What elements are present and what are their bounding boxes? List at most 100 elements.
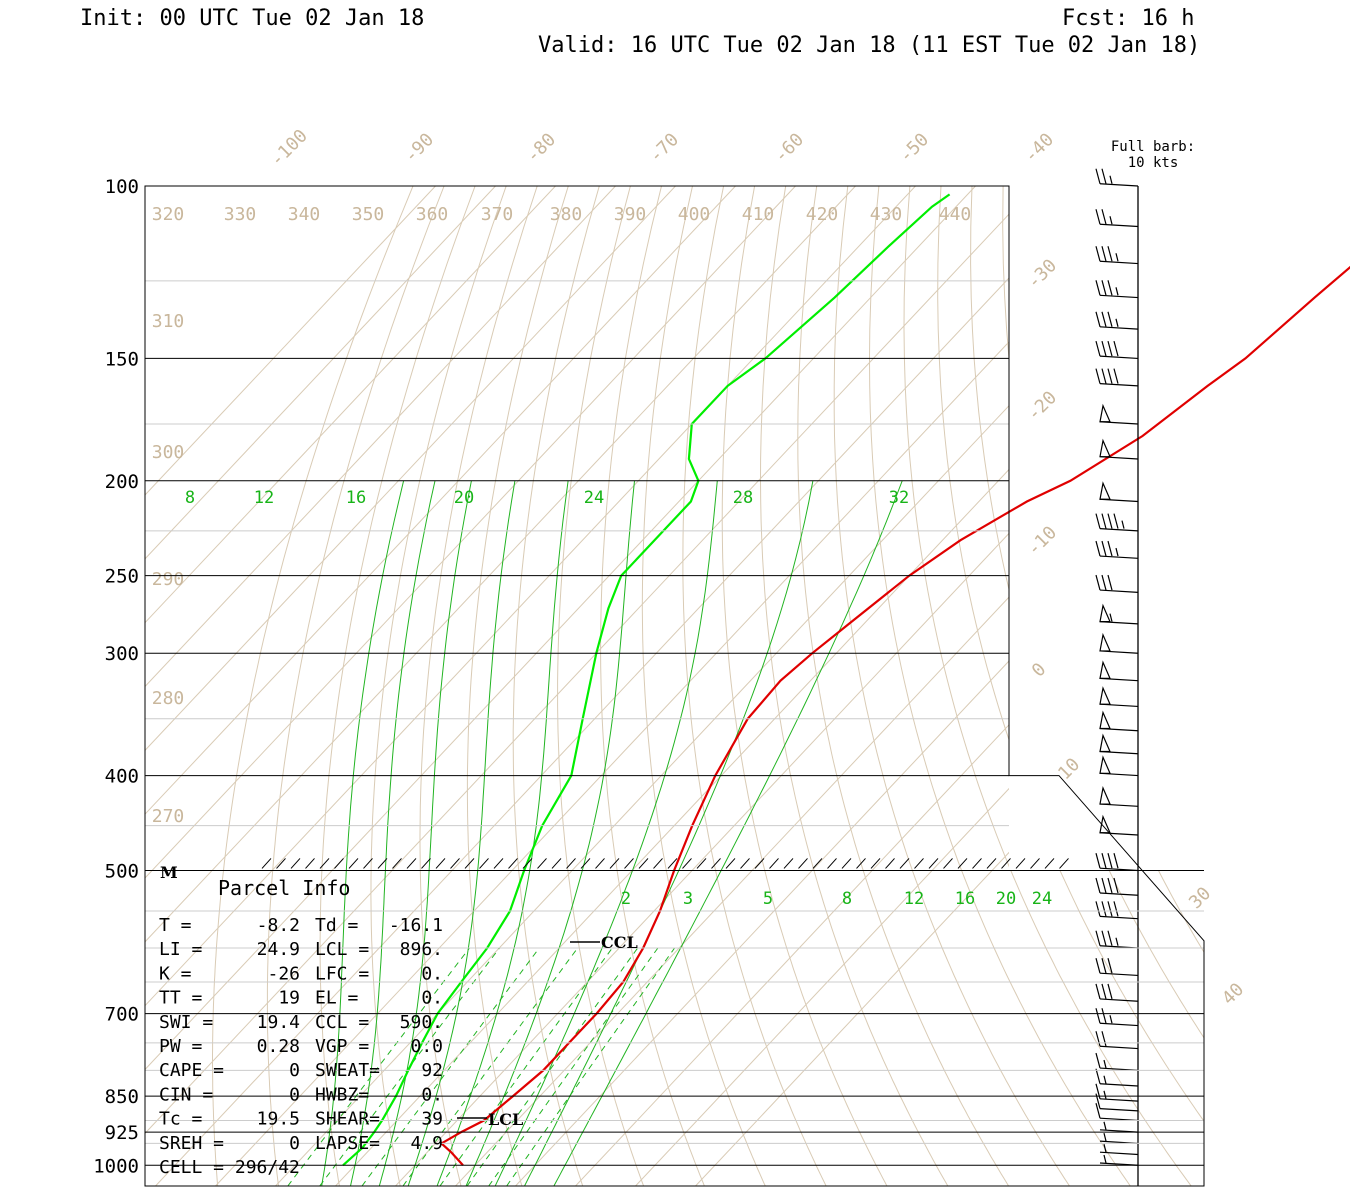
- mixing-ratio-label: 24: [1032, 889, 1052, 909]
- pressure-tick-label: 400: [105, 766, 139, 788]
- mixing-ratio-label: 3: [683, 889, 693, 909]
- hatch-mark: [464, 858, 475, 869]
- isotherm-label: -90: [400, 129, 438, 167]
- parcel-info-key: LAPSE=: [315, 1133, 380, 1154]
- barb-half: [1109, 613, 1113, 622]
- dry-adiabat: [764, 870, 888, 1186]
- hatch-mark: [943, 858, 953, 869]
- lower-grid: [0, 186, 1204, 1186]
- dry-adiabat: [1108, 870, 1204, 1039]
- barb-full: [1101, 930, 1107, 946]
- barb-flag: [1099, 481, 1111, 500]
- barb-full: [1113, 853, 1119, 869]
- wind-barb: [1095, 1052, 1139, 1071]
- temperature-profile: [439, 265, 1350, 1167]
- barb-staff: [1099, 527, 1139, 532]
- isotherm: [571, 404, 1009, 870]
- dry-adiabat: [321, 186, 476, 870]
- parcel-info-cell: CELL = 296/42: [159, 1157, 300, 1178]
- hatch-mark: [537, 858, 547, 869]
- mixing-ratio-label: 2: [621, 889, 631, 909]
- barb-full: [1101, 246, 1107, 262]
- isotherm: [0, 186, 615, 1186]
- wind-barb: [1095, 877, 1139, 896]
- dry-adiabat: [223, 186, 414, 870]
- barb-flag: [1099, 632, 1111, 652]
- barb-flag: [1099, 710, 1111, 730]
- barb-half: [1103, 1075, 1107, 1084]
- barb-full: [1113, 877, 1119, 894]
- dry-adiabat: [319, 870, 340, 1186]
- dry-adiabat: [370, 186, 507, 870]
- dry-adiabat: [1010, 870, 1192, 1186]
- wind-barb: [1099, 786, 1139, 807]
- barb-flag: [1099, 438, 1111, 458]
- barb-full: [1107, 983, 1113, 1000]
- parcel-info-key: LCL =: [315, 939, 369, 960]
- barb-full: [1101, 280, 1107, 296]
- mixing-ratio-line: [466, 947, 639, 1186]
- barb-full: [1101, 877, 1107, 894]
- parcel-info-value: 0: [289, 1084, 300, 1105]
- barb-legend-title: Full barb:: [1111, 139, 1195, 155]
- barb-half: [1103, 1121, 1107, 1130]
- mixing-ratio-label: 8: [185, 488, 195, 508]
- wind-barb: [1095, 930, 1139, 949]
- barb-flag: [1099, 686, 1111, 705]
- isotherm: [391, 213, 1009, 870]
- wind-barb: [1095, 1083, 1139, 1102]
- barb-flag: [1099, 660, 1111, 679]
- pressure-tick-label: 100: [105, 176, 139, 198]
- isotherm-label: -60: [770, 129, 808, 167]
- hatch-mark: [566, 858, 576, 869]
- pressure-tick-label: 200: [105, 471, 139, 493]
- wind-barb: [1095, 246, 1139, 265]
- barb-half: [1103, 1090, 1107, 1099]
- wind-barb: [1095, 1031, 1139, 1050]
- hatch-mark: [986, 858, 997, 869]
- dry-adiabat: [272, 186, 445, 870]
- isotherm-label: -50: [895, 129, 933, 167]
- hatch-mark: [406, 858, 417, 869]
- isotherm: [151, 186, 796, 870]
- mixing-ratio-line: [361, 947, 540, 1186]
- parcel-info-value: -8.2: [257, 915, 300, 936]
- barb-full: [1107, 540, 1113, 557]
- barb-flag: [1099, 733, 1111, 753]
- theta-label: 310: [152, 311, 185, 332]
- upper-grid: [145, 186, 1009, 870]
- hatch-mark: [508, 858, 518, 869]
- barb-flag: [1099, 755, 1111, 774]
- barb-full: [1095, 958, 1101, 974]
- hatch-mark: [261, 858, 272, 869]
- hatch-mark: [928, 858, 939, 869]
- dry-adiabat: [665, 870, 766, 1186]
- isotherm: [395, 870, 694, 1186]
- hatch-mark: [276, 858, 286, 869]
- barb-half: [1103, 1133, 1107, 1142]
- hatch-mark: [783, 858, 794, 869]
- dry-adiabat: [419, 870, 462, 1186]
- isotherm-label: 30: [1185, 883, 1215, 913]
- barb-full: [1095, 311, 1101, 327]
- barb-full: [1095, 540, 1101, 557]
- hatch-mark: [551, 858, 562, 869]
- hatch-mark: [754, 858, 765, 869]
- wind-barb: [1099, 733, 1139, 755]
- barb-full: [1095, 209, 1101, 225]
- isotherm: [991, 851, 1009, 870]
- parcel-info-key: Tc =: [159, 1109, 203, 1130]
- dry-adiabat: [868, 186, 962, 870]
- wind-barb: [1095, 574, 1139, 593]
- moist-adiabat: [720, 480, 903, 870]
- pressure-tick-label: 925: [105, 1122, 139, 1144]
- barb-staff: [1099, 972, 1139, 977]
- hatch-mark: [899, 858, 910, 869]
- barb-staff: [1099, 1151, 1139, 1156]
- barb-full: [1095, 983, 1101, 1000]
- hatch-mark: [1059, 858, 1069, 869]
- parcel-info-key: CCL =: [315, 1012, 369, 1033]
- pressure-tick-label: 250: [105, 566, 139, 588]
- moist-adiabat: [350, 870, 386, 1186]
- barb-full: [1107, 574, 1113, 591]
